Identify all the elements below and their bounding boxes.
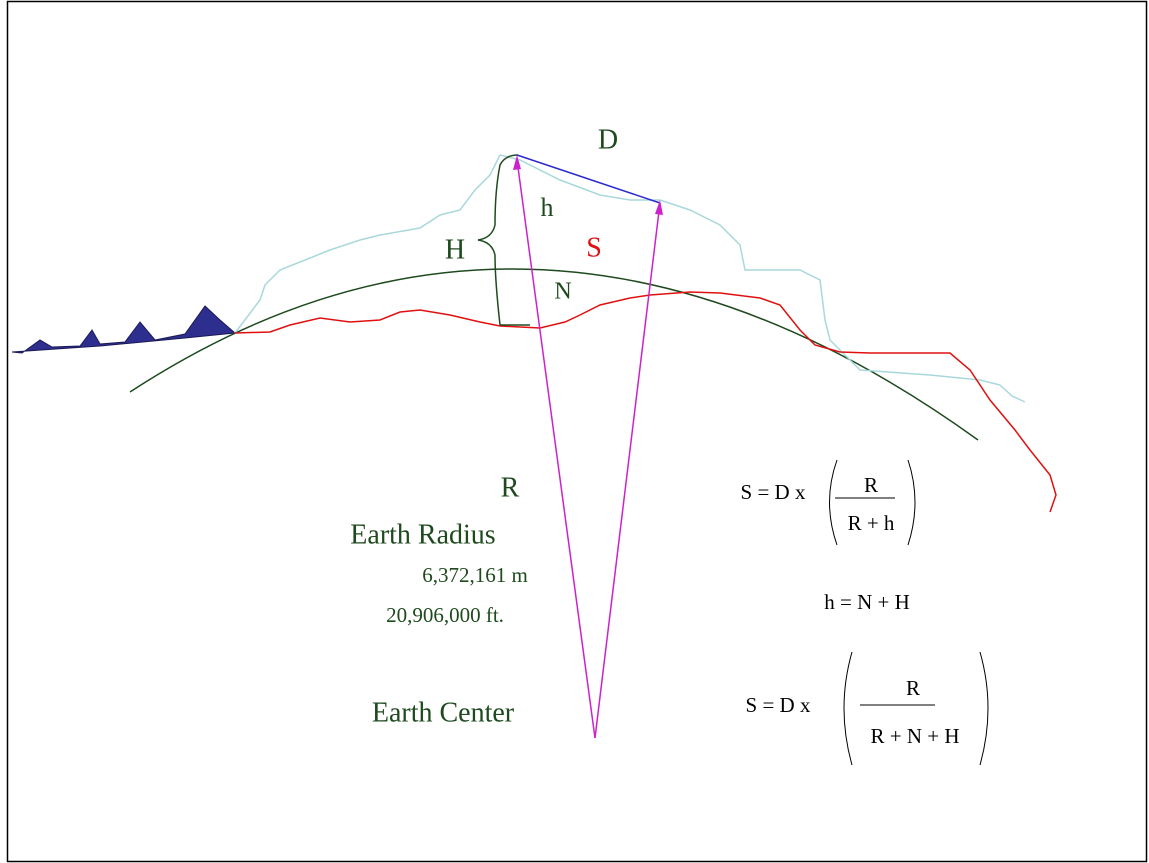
formula-lhs: S = D x <box>741 480 806 504</box>
label-n: N <box>554 279 571 305</box>
radius-line <box>516 159 596 739</box>
radius-line <box>594 202 661 739</box>
paren <box>907 459 916 546</box>
frame <box>6 0 1148 863</box>
formula-lhs: S = D x <box>746 693 811 717</box>
label-H: H <box>445 234 465 265</box>
paren <box>979 651 989 766</box>
arrowhead <box>655 200 663 215</box>
paren <box>829 459 838 546</box>
center-label: Earth Center <box>372 697 515 728</box>
radius-feet: 20,906,000 ft. <box>386 603 504 627</box>
arrowhead <box>513 155 521 170</box>
formula-numerator: R <box>906 676 920 700</box>
geoid-line <box>234 291 1057 513</box>
formula-denominator: R + h <box>848 511 895 535</box>
label-h: h <box>541 193 554 222</box>
brace <box>477 154 519 326</box>
radius-meters: 6,372,161 m <box>422 563 528 587</box>
paren <box>843 651 853 766</box>
radius-title: Earth Radius <box>350 519 495 550</box>
formula-denominator: R + N + H <box>870 724 959 748</box>
distance-line <box>516 154 661 204</box>
radius-symbol: R <box>501 472 520 503</box>
label-s: S <box>586 232 602 263</box>
formula-numerator: R <box>864 473 878 497</box>
label-d: D <box>598 124 618 155</box>
terrain-fill <box>11 305 237 354</box>
formula-text: h = N + H <box>824 590 910 614</box>
terrain-line <box>234 154 1026 403</box>
